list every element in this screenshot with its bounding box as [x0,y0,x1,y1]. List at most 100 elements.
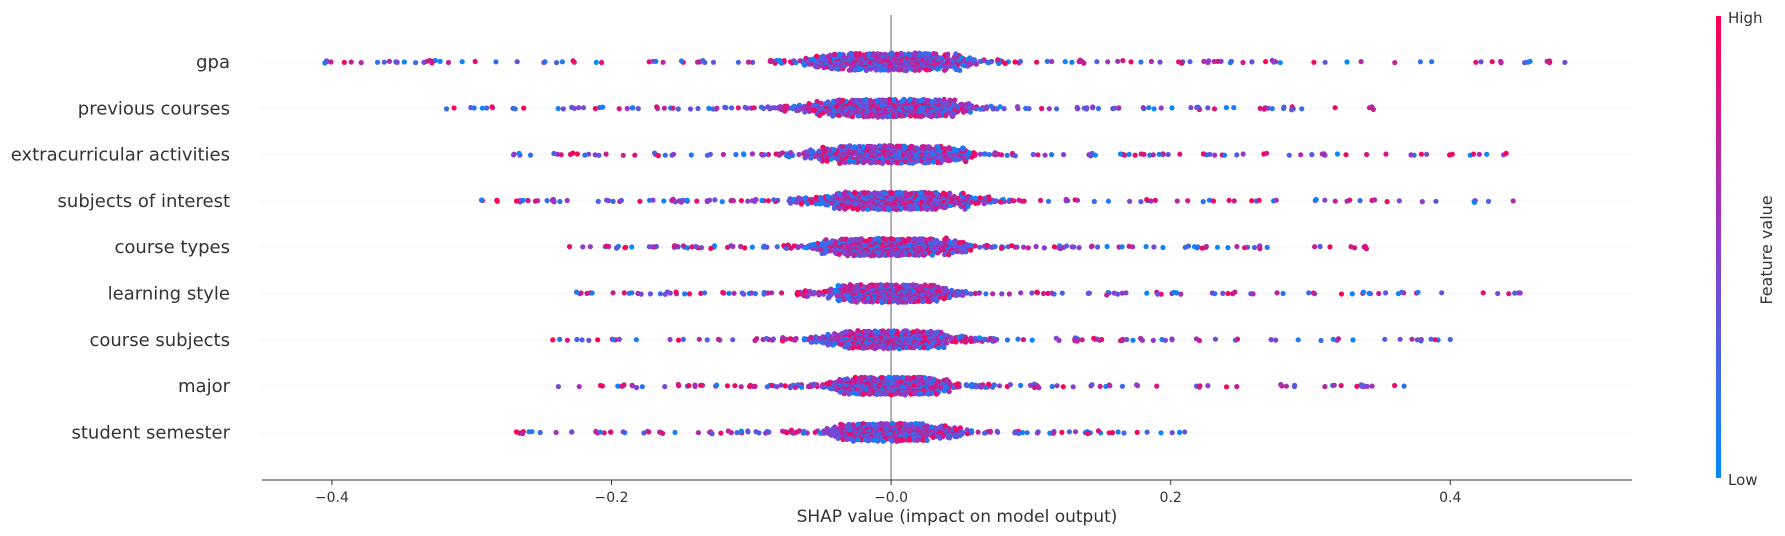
data-point [1344,59,1350,65]
data-point [1370,106,1376,112]
data-point [966,101,972,107]
data-point [678,199,684,205]
data-point [921,236,927,242]
data-point [1231,105,1237,111]
data-point [1384,199,1390,205]
data-point [958,54,964,60]
data-point [901,113,907,119]
data-point [826,240,832,246]
data-point [819,250,825,257]
data-point [951,193,957,199]
data-point [512,106,518,112]
data-point [1138,151,1144,157]
data-point [595,198,601,204]
data-point [849,237,855,243]
data-point [580,105,587,111]
data-point [1299,106,1305,112]
data-point [927,236,934,242]
data-point [846,67,852,73]
data-point [894,143,901,149]
data-point [831,205,837,211]
data-point [661,105,667,111]
data-point [882,143,888,149]
data-point [977,195,983,201]
data-point [842,55,848,61]
data-point [532,198,539,204]
data-point [876,143,883,149]
data-point [797,58,803,64]
data-point [670,196,676,202]
data-point [821,64,827,71]
data-point [968,247,974,253]
data-point [1214,244,1221,250]
data-point [1343,152,1349,158]
data-point [1009,197,1015,203]
data-point [570,58,576,64]
data-point [443,106,450,112]
data-point [1257,246,1263,252]
data-point [954,249,960,255]
data-point [977,106,984,112]
data-point [1419,199,1425,205]
data-point [941,190,947,196]
data-point [912,50,918,56]
data-point [675,106,681,112]
data-point [1169,105,1175,111]
data-point [1322,59,1328,65]
data-point [544,198,550,204]
data-point [1470,151,1477,157]
data-point [328,59,334,65]
data-point [798,201,805,207]
data-point [864,113,870,119]
data-point [787,200,794,206]
data-point [1200,199,1206,205]
data-point [557,198,563,205]
data-point [914,236,920,242]
data-point [966,150,973,156]
data-point [916,252,922,258]
data-point [559,59,566,65]
data-point [710,106,716,112]
data-point [783,245,789,251]
data-point [873,159,879,165]
data-point [1054,106,1060,112]
data-point [1057,246,1063,252]
data-point [836,206,843,212]
data-point [1174,198,1180,204]
data-point [1012,153,1018,159]
data-point [894,207,900,213]
data-point [906,160,912,166]
data-point [614,245,620,251]
data-point [759,152,766,158]
data-point [954,157,960,163]
data-point [753,196,759,203]
data-point [881,190,888,196]
data-point [580,244,586,250]
data-point [618,197,625,204]
data-point [1286,152,1292,158]
data-point [828,65,835,71]
data-point [950,113,956,119]
data-point [929,252,935,258]
data-point [1562,59,1568,65]
data-point [822,101,828,107]
data-point [977,244,983,250]
data-point [341,59,347,65]
data-point [1478,59,1484,65]
data-point [1312,244,1318,250]
data-point [1044,58,1050,64]
data-point [1021,244,1027,250]
data-point [758,104,765,110]
data-point [1151,244,1157,250]
data-point [1417,59,1423,65]
data-point [814,53,820,59]
data-point [952,238,958,244]
data-point [806,101,812,107]
data-point [593,59,599,65]
data-point [1212,152,1218,158]
data-point [816,156,823,162]
data-point [1226,197,1232,203]
data-point [832,51,838,57]
data-point [1076,245,1082,251]
